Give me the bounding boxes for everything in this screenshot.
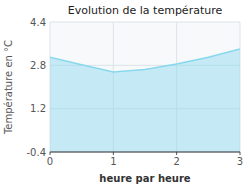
y-axis-label: Température en °C [3,40,14,135]
chart-svg: -0.4 1.2 2.8 4.4 0 1 2 3 Evolution de la tempéra… [0,0,250,188]
x-tick-label: 3 [237,156,243,167]
y-tick-label: 2.8 [30,60,46,71]
y-tick-label: 1.2 [30,103,46,114]
x-tick-label: 1 [110,156,116,167]
area-line [50,49,240,72]
plot-area [50,49,240,152]
y-tick-label: 4.4 [30,17,46,28]
x-axis-label: heure par heure [99,173,190,184]
title: Evolution de la température [68,4,223,17]
area-fill [50,49,240,152]
chart-container: -0.4 1.2 2.8 4.4 0 1 2 3 Evolution de la tempéra… [0,0,250,188]
x-axis-line [50,152,240,153]
y-grid-line [50,152,240,153]
y-tick-label: -0.4 [26,147,46,158]
x-tick-label: 0 [47,156,53,167]
x-tick-label: 2 [173,156,179,167]
y-grid-line [50,22,240,23]
grid [50,22,240,152]
plot-background [50,22,240,152]
